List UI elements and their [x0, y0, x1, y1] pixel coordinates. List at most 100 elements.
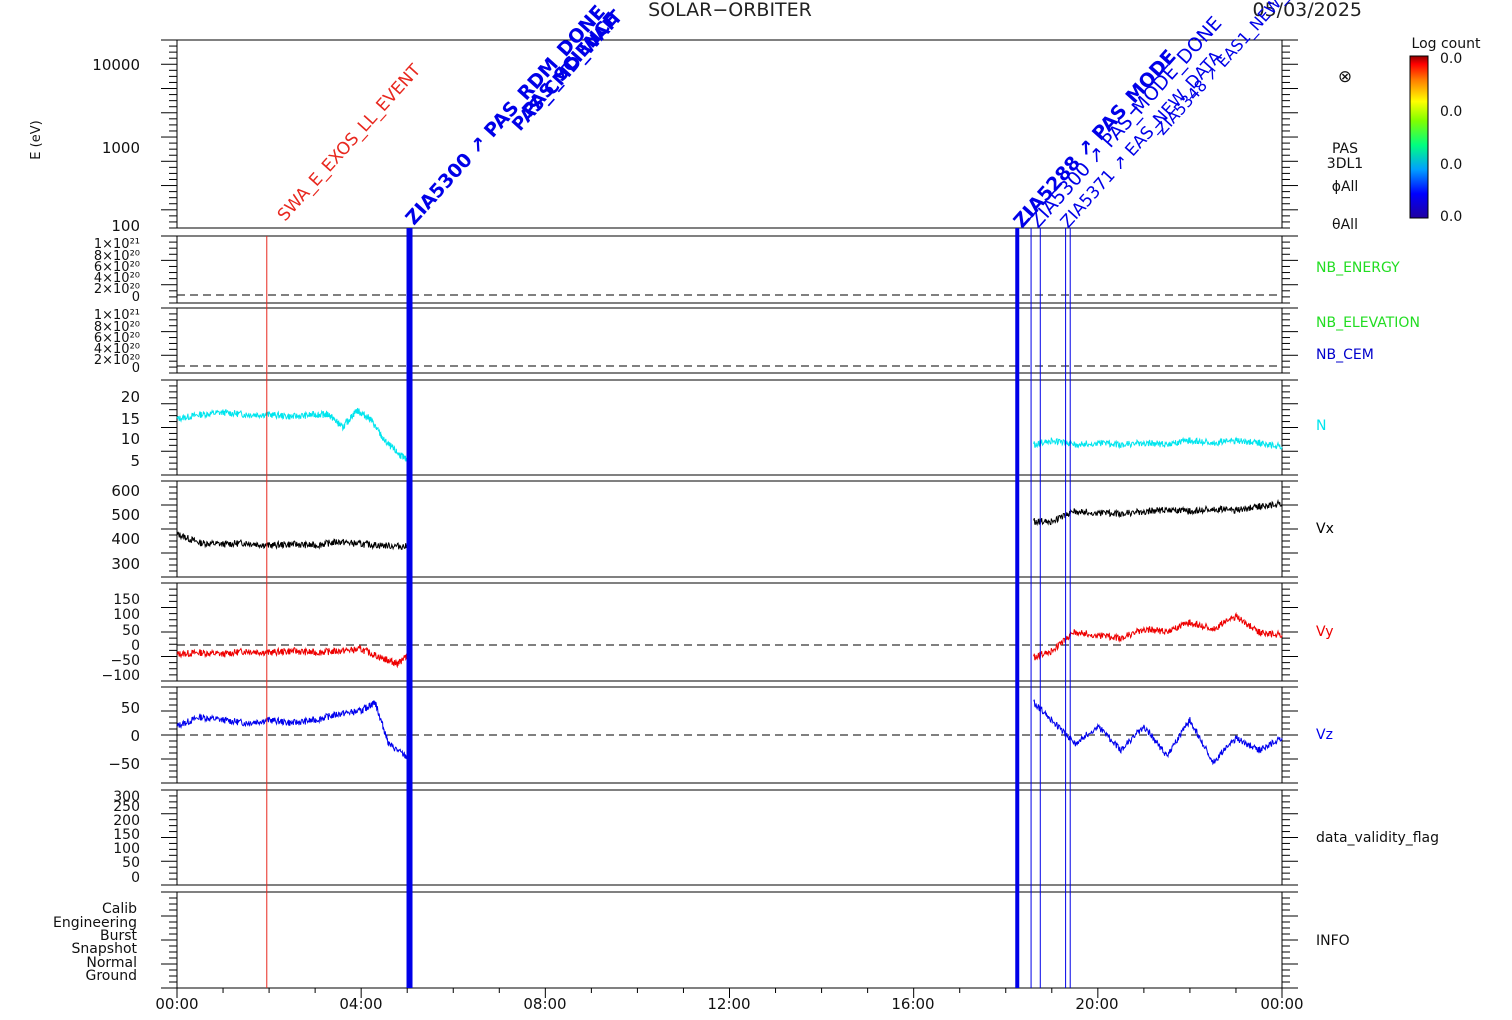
plot-date: 05/03/2025: [1252, 0, 1362, 21]
spectrogram-tick: 10000: [92, 56, 140, 74]
nb-elevation-tick: 0: [132, 361, 140, 376]
spectrogram-right-label: θAll: [1332, 217, 1358, 233]
vx-tick: 600: [111, 482, 140, 500]
spectrogram-tick: 1000: [102, 139, 140, 157]
info-tick: Calib: [102, 901, 137, 917]
nb-energy-tick: 8×10²⁰: [94, 249, 140, 264]
vx-label: Vx: [1316, 521, 1334, 537]
blue-event-label: PAS_SCIENCE: [518, 8, 623, 121]
nb-energy-tick: 0: [132, 290, 140, 305]
vx-tick: 400: [111, 530, 140, 548]
nb-elevation-tick: 1×10²¹: [94, 308, 140, 323]
colorbar-gradient: [1409, 55, 1429, 219]
x-tick-label: 20:00: [1075, 995, 1118, 1013]
density-tick: 10: [121, 430, 140, 448]
vy-tick: 50: [122, 623, 140, 639]
series-line-vx: [1033, 498, 1283, 526]
nb-elevation-tick: 2×10²⁰: [94, 353, 140, 368]
spectrogram-ylabel: E (eV): [29, 120, 44, 159]
blue-event-label: ZIA5300 ↗ PAS_MODE_DONE: [1025, 12, 1226, 232]
validity-label: data_validity_flag: [1316, 830, 1439, 846]
info-label: INFO: [1316, 933, 1350, 949]
info-tick: Engineering: [53, 915, 137, 931]
series-line-vy: [1032, 611, 1283, 661]
event-labels: SWA_E_EXOS_LL_EVENT ZIA5300 ↗ PAS_RDM_DO…: [274, 0, 1319, 232]
validity-tick: 50: [122, 855, 140, 871]
vx-tick: 500: [111, 506, 140, 524]
vz-label: Vz: [1316, 727, 1333, 743]
vz-tick: 0: [130, 727, 140, 745]
nb-elevation-tick: 4×10²⁰: [94, 342, 140, 357]
series-line-vy: [176, 644, 410, 669]
panel-frame: [176, 789, 1283, 886]
spectrogram-right-label: ϕAll: [1332, 179, 1359, 195]
vz-panel: 50 0 −50 Vz: [108, 699, 1333, 773]
spectrogram-tick: 100: [111, 217, 140, 235]
nb-elevation-label: NB_ELEVATION: [1316, 315, 1420, 331]
nb-cem-label: NB_CEM: [1316, 347, 1374, 363]
spectrogram-symbol: ⊗: [1338, 67, 1352, 87]
x-tick-label: 08:00: [523, 995, 566, 1013]
series-line-n: [1033, 436, 1283, 450]
colorbar: Log count 0.0 0.0 0.0 0.0: [1409, 36, 1481, 225]
spectrogram-panel: E (eV) 10000 1000 100 ⊗ PAS 3DL1 ϕAll θA…: [29, 56, 1363, 235]
density-tick: 5: [130, 452, 140, 470]
vy-tick: 100: [113, 607, 140, 623]
vy-tick: 150: [113, 592, 140, 608]
nb-elevation-panel: 1×10²¹ 8×10²⁰ 6×10²⁰ 4×10²⁰ 2×10²⁰ 0 NB_…: [94, 308, 1420, 376]
nb-elevation-tick: 6×10²⁰: [94, 331, 140, 346]
panel-frame: [176, 582, 1283, 682]
series-line-vz: [176, 700, 410, 761]
info-tick: Snapshot: [72, 941, 138, 957]
series-line-vz: [1033, 699, 1283, 766]
nb-energy-tick: 4×10²⁰: [94, 271, 140, 286]
vx-tick: 300: [111, 555, 140, 573]
colorbar-tick: 0.0: [1440, 209, 1462, 225]
validity-tick: 0: [131, 870, 140, 886]
plot-title: SOLAR−ORBITER: [648, 0, 812, 21]
validity-tick: 100: [113, 841, 140, 857]
nb-energy-tick: 2×10²⁰: [94, 282, 140, 297]
vy-tick: 0: [131, 638, 140, 654]
vy-panel: 150 100 50 0 −50 −100 Vy: [102, 592, 1334, 684]
validity-tick: 200: [113, 813, 140, 829]
blue-event-line: [1015, 228, 1020, 988]
x-axis: 00:00 04:00 08:00 12:00 16:00 20:00 00:0…: [155, 995, 1303, 1013]
panel-frame: [176, 307, 1283, 374]
x-tick-label: 00:00: [1260, 995, 1303, 1013]
nb-energy-panel: 1×10²¹ 8×10²⁰ 6×10²⁰ 4×10²⁰ 2×10²⁰ 0 NB_…: [94, 237, 1400, 305]
panel-frame: [176, 235, 1283, 304]
panel-frame: [176, 480, 1283, 578]
colorbar-tick: 0.0: [1440, 51, 1462, 67]
data-traces: [176, 407, 1283, 766]
event-markers: [266, 228, 1071, 988]
x-tick-label: 12:00: [707, 995, 750, 1013]
density-label: N: [1316, 418, 1326, 434]
blue-event-label: ZIA5300 ↗ PAS_RDM_DONE: [401, 1, 610, 229]
density-tick: 15: [121, 410, 140, 428]
blue-event-line: [406, 228, 413, 988]
validity-tick: 250: [113, 799, 140, 815]
info-panel: Calib Engineering Burst Snapshot Normal …: [53, 901, 1350, 984]
density-tick: 20: [121, 388, 140, 406]
vy-tick: −50: [110, 653, 140, 669]
nb-energy-label: NB_ENERGY: [1316, 260, 1400, 276]
nb-energy-tick: 1×10²¹: [94, 237, 140, 252]
spectrogram-right-label: 3DL1: [1327, 156, 1363, 172]
x-tick-label: 04:00: [339, 995, 382, 1013]
colorbar-label: Log count: [1412, 36, 1481, 52]
validity-tick: 300: [113, 789, 140, 805]
info-tick: Normal: [86, 955, 137, 971]
validity-panel: 300 250 200 150 100 50 0 data_validity_f…: [113, 789, 1439, 886]
vz-tick: −50: [108, 755, 140, 773]
x-tick-label: 16:00: [891, 995, 934, 1013]
vy-label: Vy: [1316, 624, 1334, 640]
density-panel: 20 15 10 5 N: [121, 388, 1327, 470]
panel-frames: [161, 39, 1298, 998]
spectrogram-right-label: PAS: [1332, 141, 1358, 157]
red-event-label: SWA_E_EXOS_LL_EVENT: [274, 60, 426, 225]
info-tick: Burst: [100, 928, 138, 944]
colorbar-tick: 0.0: [1440, 104, 1462, 120]
validity-tick: 150: [113, 827, 140, 843]
